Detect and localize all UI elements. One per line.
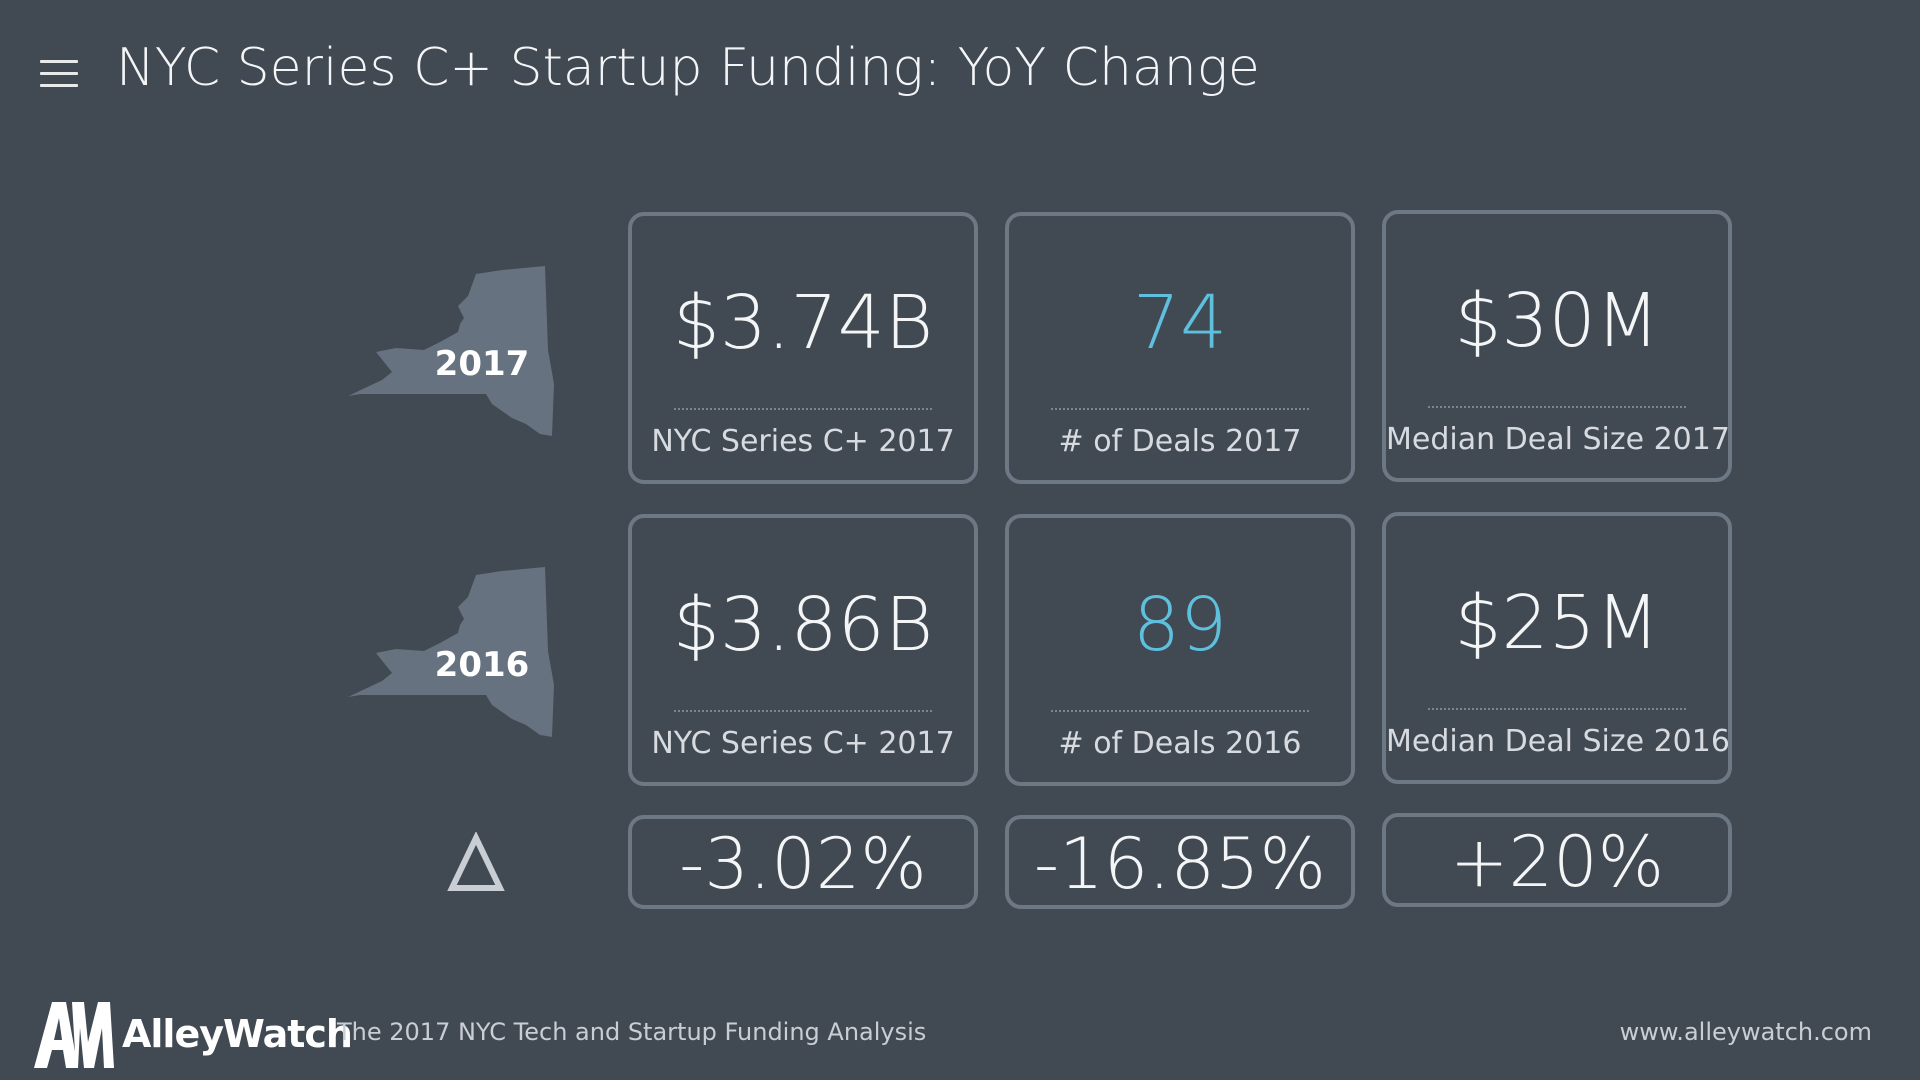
year-label: 2017	[434, 344, 530, 384]
delta-value: +20%	[1449, 821, 1665, 903]
delta-triangle-icon	[446, 831, 506, 894]
year-label: 2016	[434, 645, 530, 685]
state-2017: 2017	[340, 262, 560, 442]
new-york-state-icon	[348, 567, 554, 737]
divider	[1428, 708, 1686, 710]
divider	[1051, 710, 1309, 712]
footer-url-link[interactable]: www.alleywatch.com	[1619, 1018, 1872, 1046]
divider	[674, 710, 932, 712]
alleywatch-logo-icon	[34, 1002, 114, 1068]
card-label: Median Deal Size 2016	[1386, 724, 1730, 759]
delta-deal-count: -16.85%	[1005, 815, 1355, 909]
hamburger-menu-icon[interactable]	[40, 56, 78, 92]
card-label: # of Deals 2016	[1058, 726, 1302, 761]
new-york-state-icon	[348, 266, 554, 436]
deal-count-card-2016: 89 # of Deals 2016	[1005, 514, 1355, 786]
delta-value: -3.02%	[679, 823, 927, 905]
alleywatch-logo[interactable]: AlleyWatch	[32, 998, 353, 1070]
divider	[1051, 408, 1309, 410]
delta-total-funding: -3.02%	[628, 815, 978, 909]
median-deal-card-2016: $25M Median Deal Size 2016	[1382, 512, 1732, 784]
divider	[1428, 406, 1686, 408]
total-funding-card-2016: $3.86B NYC Series C+ 2017	[628, 514, 978, 786]
card-value: $30M	[1454, 278, 1660, 364]
delta-median-deal: +20%	[1382, 813, 1732, 907]
divider	[674, 408, 932, 410]
card-label: # of Deals 2017	[1058, 424, 1302, 459]
delta-value: -16.85%	[1033, 823, 1327, 905]
card-value: 89	[1132, 582, 1228, 668]
brand-name: AlleyWatch	[122, 1012, 353, 1056]
median-deal-card-2017: $30M Median Deal Size 2017	[1382, 210, 1732, 482]
state-2016: 2016	[340, 563, 560, 743]
footer-subtitle: The 2017 NYC Tech and Startup Funding An…	[337, 1018, 927, 1046]
card-value: 74	[1132, 280, 1228, 366]
card-value: $25M	[1454, 580, 1660, 666]
card-label: NYC Series C+ 2017	[651, 424, 955, 459]
page-title: NYC Series C+ Startup Funding: YoY Chang…	[116, 38, 1260, 98]
total-funding-card-2017: $3.74B NYC Series C+ 2017	[628, 212, 978, 484]
card-value: $3.74B	[672, 280, 934, 366]
card-value: $3.86B	[672, 582, 934, 668]
card-label: Median Deal Size 2017	[1386, 422, 1730, 457]
deal-count-card-2017: 74 # of Deals 2017	[1005, 212, 1355, 484]
card-label: NYC Series C+ 2017	[651, 726, 955, 761]
